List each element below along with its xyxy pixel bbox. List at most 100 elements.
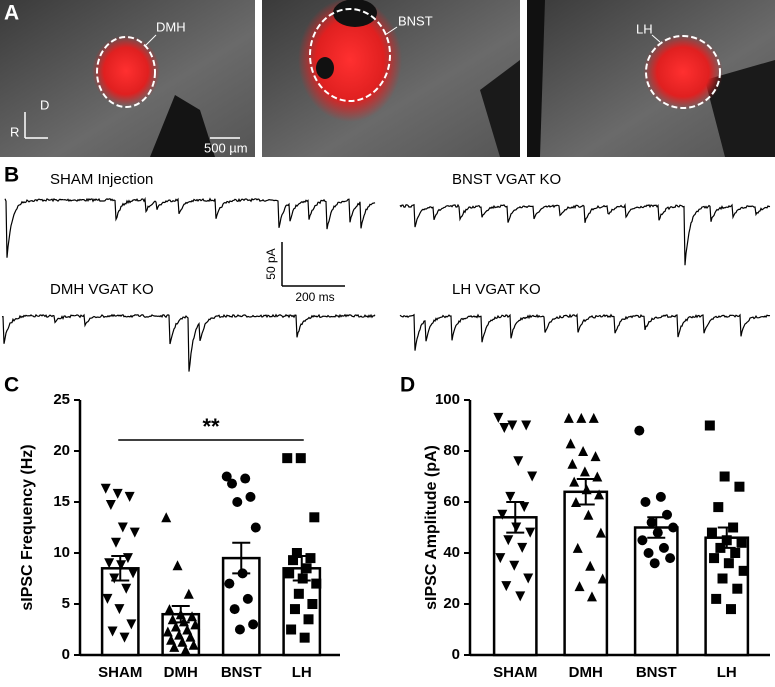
data-point [234, 624, 245, 635]
data-point [499, 423, 510, 434]
data-point [738, 565, 749, 576]
x-tick-label: DMH [569, 664, 603, 681]
data-point [588, 412, 599, 423]
data-point [652, 527, 663, 538]
data-point [497, 509, 508, 520]
y-tick-label: 10 [53, 544, 70, 561]
data-point [723, 558, 734, 569]
data-point [121, 583, 132, 594]
data-point [295, 453, 306, 464]
data-point [104, 558, 115, 569]
data-point [166, 634, 177, 645]
data-point [503, 535, 514, 546]
data-point [282, 453, 293, 464]
data-point [305, 553, 316, 564]
data-point [521, 420, 532, 431]
data-point [655, 491, 666, 502]
data-point [495, 553, 506, 564]
data-point [105, 500, 116, 511]
data-point [229, 604, 240, 615]
data-point [299, 632, 310, 643]
data-point [730, 548, 741, 558]
data-point [178, 616, 189, 627]
data-point [221, 471, 232, 482]
data-point [590, 451, 601, 462]
panel-label: C [4, 374, 19, 397]
data-point [713, 502, 724, 513]
data-point [527, 471, 538, 482]
scale-bar-label: 500 µm [204, 140, 248, 155]
data-point [169, 641, 180, 652]
error-bar [111, 555, 130, 582]
data-point [248, 619, 259, 630]
data-point [649, 558, 660, 569]
data-point [706, 527, 717, 538]
data-point [665, 553, 676, 564]
data-point [493, 412, 504, 423]
error-bar [717, 526, 736, 549]
data-point [288, 555, 299, 566]
data-point [576, 412, 587, 423]
data-point [188, 639, 199, 650]
micrograph-dmh [0, 0, 255, 157]
data-point [725, 604, 736, 615]
data-point [289, 604, 300, 615]
y-tick-label: 25 [53, 391, 70, 408]
data-point [162, 626, 173, 637]
data-point [182, 624, 193, 635]
error-bar [576, 478, 595, 506]
data-point [177, 636, 188, 647]
error-bar [506, 501, 525, 534]
data-point [578, 446, 589, 456]
data-point [250, 522, 261, 533]
data-point [227, 478, 238, 489]
data-point [224, 578, 235, 589]
data-point [595, 527, 606, 538]
data-point [734, 481, 745, 492]
data-point [583, 509, 594, 520]
data-point [658, 542, 669, 553]
data-point [594, 489, 605, 500]
x-tick-label: BNST [636, 664, 677, 681]
bar [633, 526, 679, 657]
data-point [164, 604, 175, 615]
data-point [569, 476, 580, 487]
data-point [572, 542, 583, 553]
data-point [126, 619, 137, 630]
data-point [640, 497, 651, 507]
data-point [736, 537, 747, 548]
data-point [286, 624, 297, 635]
data-point [309, 512, 320, 523]
data-point [574, 581, 585, 592]
scale-y-label: 50 pA [264, 248, 278, 279]
data-point [128, 568, 139, 579]
error-bar [292, 555, 311, 582]
x-tick-label: LH [717, 664, 737, 681]
y-tick-label: 5 [62, 595, 70, 612]
error-bar [171, 605, 190, 624]
data-point [637, 535, 648, 546]
data-point [242, 593, 253, 604]
data-point [509, 560, 520, 571]
axis-dorsal: D [40, 97, 49, 112]
traces [1, 196, 771, 372]
data-point [185, 631, 196, 642]
data-point [170, 621, 181, 632]
trace-label: LH VGAT KO [452, 281, 541, 298]
y-tick-label: 100 [435, 391, 460, 408]
data-point [709, 553, 720, 564]
data-point [507, 420, 518, 431]
data-point [301, 563, 312, 574]
x-tick-label: SHAM [493, 664, 537, 681]
data-point [579, 466, 590, 477]
x-tick-label: SHAM [98, 664, 142, 681]
data-point [117, 522, 128, 533]
y-tick-label: 20 [53, 442, 70, 459]
region-label: LH [636, 21, 653, 36]
data-point [523, 573, 534, 584]
trace-label: DMH VGAT KO [50, 281, 154, 298]
data-point [732, 583, 743, 594]
y-axis-label: sIPSC Amplitude (pA) [423, 445, 440, 610]
trace-label: SHAM Injection [50, 171, 153, 188]
data-point [513, 456, 524, 467]
